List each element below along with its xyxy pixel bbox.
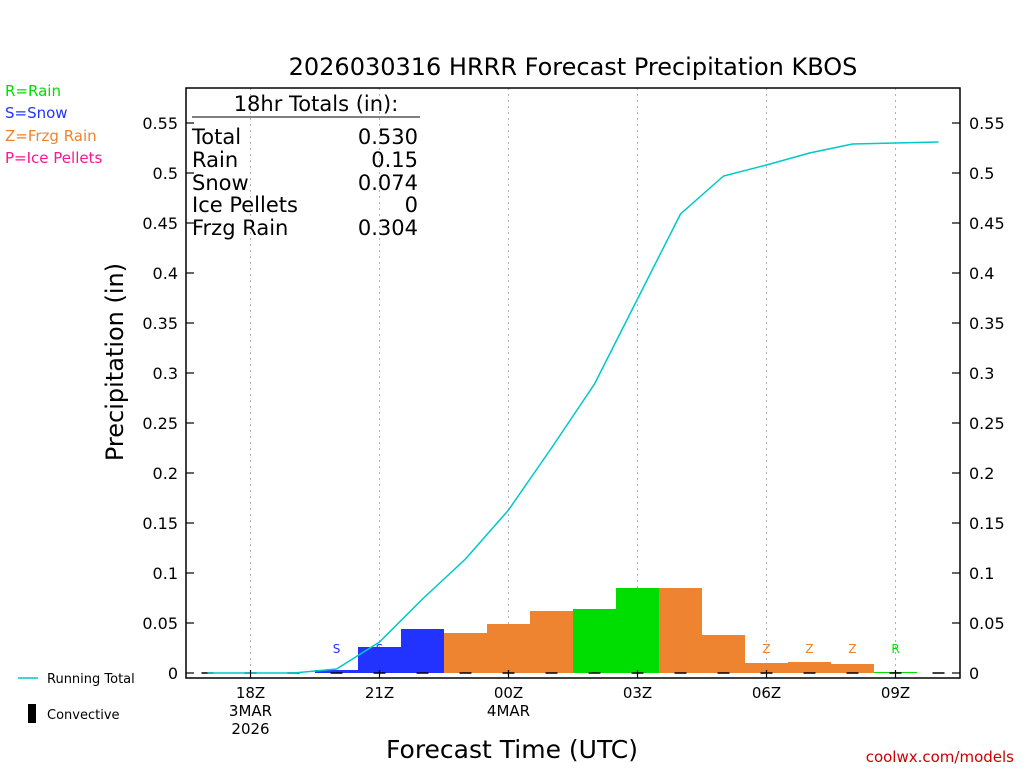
totals-value-snow: 0.074 <box>358 171 418 195</box>
y-tick-label-left: 0.25 <box>142 414 178 433</box>
running-total-label: Running Total <box>47 672 135 687</box>
chart-title: 2026030316 HRRR Forecast Precipitation K… <box>289 53 858 81</box>
x-tick-label: 03Z <box>623 684 652 702</box>
convective-label: Convective <box>47 708 120 723</box>
precip-type-label: Z <box>762 642 770 656</box>
precip-bar <box>831 664 874 673</box>
y-tick-label-left: 0.35 <box>142 314 178 333</box>
y-tick-label-left: 0.4 <box>153 264 178 283</box>
y-tick-label-right: 0.05 <box>969 614 1005 633</box>
convective-swatch <box>28 704 36 723</box>
precip-bar <box>659 588 702 673</box>
totals-value-total: 0.530 <box>358 125 418 149</box>
y-tick-label-left: 0 <box>168 664 178 683</box>
precip-bar <box>616 588 659 673</box>
precip-bar <box>530 611 573 673</box>
precip-type-label: Z <box>676 642 684 656</box>
precip-type-label: S <box>333 642 341 656</box>
line-layer <box>207 141 939 674</box>
totals-label-total: Total <box>191 125 241 149</box>
precip-type-legend: R=Rain S=Snow Z=Frzg Rain P=Ice Pellets <box>5 82 102 167</box>
legend-frzg-rain: Z=Frzg Rain <box>5 127 97 145</box>
running-total-line <box>207 141 939 674</box>
y-tick-label-right: 0.35 <box>969 314 1005 333</box>
y-tick-label-left: 0.05 <box>142 614 178 633</box>
precip-type-label: R <box>633 642 641 656</box>
precip-type-label: Z <box>719 642 727 656</box>
x-tick-label: 2026 <box>231 720 269 738</box>
y-tick-label-left: 0.55 <box>142 114 178 133</box>
totals-label-frzg-rain: Frzg Rain <box>192 216 288 240</box>
series-legend: Running Total Convective <box>18 672 135 723</box>
precip-type-label: R <box>891 642 899 656</box>
plot-frame <box>185 87 961 679</box>
totals-value-rain: 0.15 <box>371 148 418 172</box>
y-tick-label-right: 0.3 <box>969 364 994 383</box>
precip-type-label: S <box>376 642 384 656</box>
y-tick-label-right: 0.2 <box>969 464 994 483</box>
grid-layer <box>250 88 896 678</box>
tick-layer: 0 0 0.05 0.05 0.1 0.1 0.15 0.15 0.2 0.2 0.25 0.25 0.… <box>142 114 1004 738</box>
precip-bar <box>745 663 788 673</box>
legend-snow: S=Snow <box>5 104 68 122</box>
y-tick-label-left: 0.3 <box>153 364 178 383</box>
precip-type-label: Z <box>504 642 512 656</box>
precip-bar <box>788 662 831 673</box>
x-tick-label: 21Z <box>365 684 394 702</box>
precip-bar <box>573 609 616 673</box>
totals-label-rain: Rain <box>192 148 238 172</box>
x-tick-label: 3MAR <box>229 702 272 720</box>
precip-type-label: Z <box>547 642 555 656</box>
y-tick-label-right: 0.4 <box>969 264 994 283</box>
y-tick-label-right: 0.55 <box>969 114 1005 133</box>
precip-type-label: Z <box>461 642 469 656</box>
y-tick-label-left: 0.1 <box>153 564 178 583</box>
precip-bar <box>315 670 358 673</box>
y-tick-label-right: 0.1 <box>969 564 994 583</box>
x-tick-label: 06Z <box>752 684 781 702</box>
totals-header: 18hr Totals (in): <box>234 92 399 116</box>
totals-value-frzg-rain: 0.304 <box>358 216 418 240</box>
x-axis-title: Forecast Time (UTC) <box>386 735 638 764</box>
y-tick-label-left: 0.5 <box>153 164 178 183</box>
y-tick-label-right: 0.5 <box>969 164 994 183</box>
x-tick-label: 09Z <box>881 684 910 702</box>
precip-bar <box>401 629 444 673</box>
y-tick-label-left: 0.45 <box>142 214 178 233</box>
credit-text: coolwx.com/models <box>866 748 1014 766</box>
x-tick-label: 18Z <box>236 684 265 702</box>
x-tick-label: 4MAR <box>487 702 530 720</box>
precip-type-label: S <box>419 642 427 656</box>
precip-bar <box>487 624 530 673</box>
y-tick-label-right: 0 <box>969 664 979 683</box>
precip-bar <box>702 635 745 673</box>
y-tick-label-right: 0.15 <box>969 514 1005 533</box>
totals-box: 18hr Totals (in): Total 0.530 Rain 0.15 … <box>191 92 420 240</box>
totals-label-snow: Snow <box>192 171 249 195</box>
y-tick-label-left: 0.15 <box>142 514 178 533</box>
totals-value-ice-pellets: 0 <box>405 193 418 217</box>
precip-bar <box>444 633 487 673</box>
y-tick-label-right: 0.25 <box>969 414 1005 433</box>
precip-type-label: Z <box>805 642 813 656</box>
y-tick-label-right: 0.45 <box>969 214 1005 233</box>
totals-label-ice-pellets: Ice Pellets <box>192 193 298 217</box>
y-tick-label-left: 0.2 <box>153 464 178 483</box>
legend-rain: R=Rain <box>5 82 61 100</box>
x-tick-label: 00Z <box>494 684 523 702</box>
y-axis-title: Precipitation (in) <box>101 263 129 461</box>
precip-type-label: R <box>590 642 598 656</box>
precip-type-label: Z <box>848 642 856 656</box>
legend-ice-pellets: P=Ice Pellets <box>5 149 102 167</box>
